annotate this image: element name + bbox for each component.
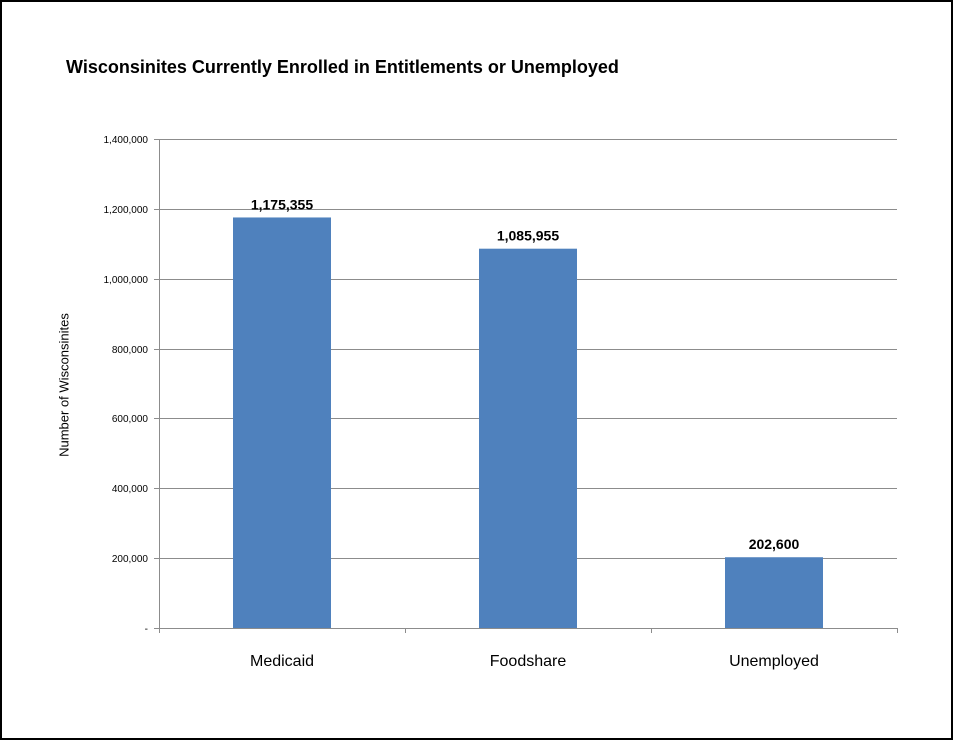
x-tick-label: Medicaid [250,653,314,670]
y-tick-label: - [145,624,148,635]
y-tick-label: 400,000 [112,484,149,495]
y-tick-label: 200,000 [112,554,149,565]
bars [233,217,823,629]
bar [233,217,331,629]
y-tick-label: 800,000 [112,345,149,356]
x-tick-label: Foodshare [490,653,567,670]
bar [479,248,577,628]
y-tick-label: 1,200,000 [104,205,149,216]
chart-title: Wisconsinites Currently Enrolled in Enti… [66,57,619,77]
x-tick-label: Unemployed [729,653,819,670]
data-label: 1,085,955 [497,228,559,244]
bar-chart: - 200,000 400,000 600,000 800,000 1,000,000 1,… [104,135,898,670]
y-tick-label: 1,400,000 [104,135,149,146]
labels: 1,175,355 Medicaid 1,085,955 Foodshare 202,6… [250,196,819,670]
y-tick-label: 600,000 [112,414,149,425]
y-axis-ticks: - 200,000 400,000 600,000 800,000 1,000,000 1,… [104,135,159,635]
data-label: 202,600 [749,536,800,552]
axes [159,139,898,633]
y-tick-label: 1,000,000 [104,275,149,286]
bar [725,557,823,628]
data-label: 1,175,355 [251,196,313,212]
